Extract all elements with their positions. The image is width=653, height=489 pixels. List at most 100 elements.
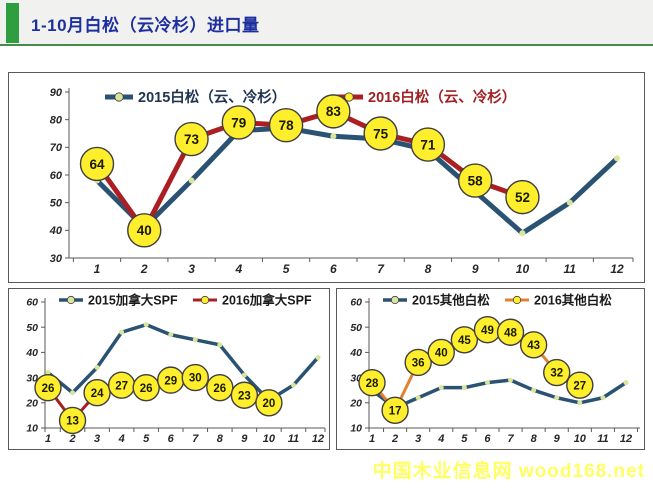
data-point-dot [241, 372, 247, 378]
x-tick-label: 1 [94, 262, 101, 276]
data-point-label: 28 [366, 378, 379, 390]
legend-marker-dot [200, 295, 210, 305]
data-point-circle [174, 121, 209, 157]
data-point-circle [83, 379, 111, 407]
data-point-label: 32 [550, 368, 563, 380]
x-tick-label: 2 [391, 433, 398, 445]
data-point-dot [623, 380, 629, 386]
chart-panel-other-white-pine: 10 20 30 40 50 60 1 2 3 4 5 6 7 8 9 10 11 12 2015其他白松 2016其… [336, 288, 645, 450]
header-accent-bar [6, 3, 19, 43]
x-tick-label: 10 [574, 433, 587, 445]
data-point-circle [381, 396, 409, 425]
data-point-dot [484, 380, 490, 386]
y-tick-label: 10 [350, 423, 362, 435]
data-point-dot [143, 322, 149, 328]
data-point-circle [505, 179, 540, 215]
legend-label: 2015加拿大SPF [88, 293, 178, 308]
x-tick-label: 2 [140, 262, 148, 276]
data-point-circle [450, 326, 479, 354]
data-point-label: 26 [213, 383, 226, 395]
y-tick-label: 10 [26, 423, 38, 435]
data-point-label: 79 [231, 115, 246, 130]
data-point-circle [221, 105, 257, 140]
data-point-label: 17 [389, 406, 402, 418]
data-point-circle [566, 371, 594, 399]
x-tick-label: 8 [217, 433, 224, 445]
data-point-label: 58 [468, 173, 484, 188]
data-point-circle [132, 373, 160, 402]
data-point-label: 73 [184, 132, 200, 147]
legend-label: 2015白松（云、冷杉） [138, 88, 286, 106]
x-tick-label: 1 [45, 433, 51, 445]
data-point-label: 36 [412, 358, 425, 370]
data-point-dot [330, 133, 337, 140]
x-tick-label: 2 [68, 433, 75, 445]
data-point-circle [543, 358, 571, 387]
page-header: 1-10月白松（云冷杉）进口量 [0, 0, 653, 46]
data-point-label: 75 [373, 126, 389, 141]
data-point-dot [290, 382, 296, 388]
x-tick-label: 6 [484, 433, 491, 445]
data-point-label: 29 [164, 375, 177, 387]
data-point-circle [79, 146, 115, 182]
data-point-dot [614, 155, 620, 162]
y-tick-label: 20 [349, 397, 362, 409]
x-tick-label: 1 [369, 433, 375, 445]
legend-marker-dot [344, 92, 354, 102]
y-tick-label: 80 [50, 115, 63, 127]
data-point-circle [34, 373, 62, 402]
series-line [370, 378, 628, 410]
data-point-dot [461, 385, 467, 391]
legend-marker-dot [390, 295, 400, 305]
legend-label: 2015其他白松 [412, 293, 490, 308]
y-tick-label: 50 [350, 322, 362, 334]
data-point-dot [188, 177, 195, 184]
data-point-circle [206, 373, 234, 402]
x-tick-label: 9 [241, 433, 248, 445]
y-tick-label: 30 [26, 372, 38, 384]
data-point-circle [519, 331, 548, 359]
x-tick-label: 11 [597, 433, 608, 445]
data-point-label: 40 [137, 223, 152, 238]
data-point-dot [217, 342, 223, 348]
x-tick-label: 8 [425, 262, 432, 276]
y-tick-label: 30 [50, 253, 63, 265]
watermark: 中国木业信息网 wood168.net [372, 461, 645, 482]
data-point-label: 40 [435, 348, 448, 360]
x-tick-label: 11 [288, 433, 299, 445]
x-tick-label: 3 [415, 433, 421, 445]
x-tick-label: 7 [507, 433, 514, 445]
data-point-circle [127, 213, 162, 248]
data-point-label: 48 [504, 327, 517, 339]
x-tick-label: 7 [192, 433, 199, 445]
data-point-label: 64 [89, 157, 105, 172]
page-title: 1-10月白松（云冷杉）进口量 [31, 16, 260, 35]
y-tick-label: 40 [349, 347, 362, 359]
data-point-dot [119, 329, 125, 335]
data-point-circle [58, 406, 87, 435]
x-tick-label: 12 [620, 433, 632, 445]
x-tick-label: 5 [143, 433, 150, 445]
data-point-label: 27 [115, 380, 128, 392]
data-point-dot [168, 332, 174, 338]
x-tick-label: 8 [531, 433, 538, 445]
data-point-circle [268, 108, 304, 143]
y-tick-label: 20 [25, 397, 38, 409]
data-point-circle [404, 348, 432, 377]
data-point-label: 83 [326, 104, 342, 119]
data-point-dot [94, 365, 100, 371]
legend-marker-dot [114, 92, 124, 102]
data-point-circle [255, 389, 283, 417]
data-point-label: 30 [189, 373, 202, 385]
data-point-label: 78 [279, 118, 295, 133]
data-point-label: 13 [66, 416, 79, 428]
data-point-dot [45, 370, 51, 376]
x-tick-label: 10 [263, 433, 276, 445]
data-point-label: 43 [527, 340, 540, 352]
x-tick-label: 4 [437, 433, 444, 445]
data-point-label: 49 [481, 325, 494, 337]
data-point-label: 45 [458, 335, 471, 347]
x-tick-label: 6 [330, 262, 337, 276]
